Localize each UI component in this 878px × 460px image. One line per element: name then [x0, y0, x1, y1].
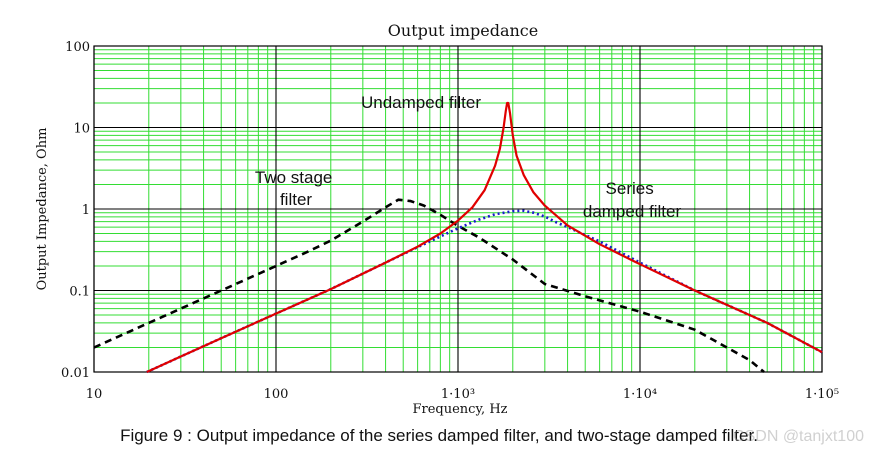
x-tick-label: 100 — [264, 387, 289, 402]
annotation-series-damped-line1: Series — [606, 179, 654, 198]
figure-caption: Figure 9 : Output impedance of the serie… — [120, 426, 758, 445]
annotation-two-stage-line1: Two stage — [255, 168, 333, 187]
x-tick-label: 1·10⁴ — [623, 387, 657, 402]
y-tick-label: 0.01 — [61, 366, 90, 381]
y-axis-label: Output Impedance, Ohm — [35, 128, 50, 291]
y-tick-label: 0.1 — [69, 285, 90, 300]
y-tick-labels: 100 10 1 0.1 0.01 — [61, 40, 90, 381]
y-tick-label: 10 — [73, 122, 90, 137]
annotation-undamped: Undamped filter — [361, 93, 481, 112]
x-tick-label: 1·10⁵ — [805, 387, 839, 402]
series-line-two-stage — [93, 198, 765, 374]
x-tick-labels: 10 100 1·10³ 1·10⁴ 1·10⁵ — [86, 387, 839, 402]
watermark: CSDN @tanjxt100 — [733, 428, 864, 445]
series-layer — [93, 101, 823, 374]
chart-title: Output impedance — [388, 21, 538, 40]
series-line-undamped — [146, 101, 823, 374]
x-axis-label: Frequency, Hz — [412, 402, 507, 417]
plot-frame — [93, 45, 823, 373]
x-tick-label: 1·10³ — [441, 387, 475, 402]
x-tick-label: 10 — [86, 387, 103, 402]
annotation-undamped-line: Undamped filter — [361, 93, 481, 112]
annotation-series-damped: Series damped filter — [583, 179, 682, 221]
annotation-series-damped-line2: damped filter — [583, 202, 682, 221]
y-tick-label: 100 — [65, 40, 90, 55]
y-tick-label: 1 — [82, 203, 90, 218]
chart: Output impedance Frequency, Hz Output Im… — [35, 21, 839, 417]
annotation-two-stage: Two stage filter — [255, 168, 337, 209]
annotation-two-stage-line2: filter — [280, 190, 312, 209]
